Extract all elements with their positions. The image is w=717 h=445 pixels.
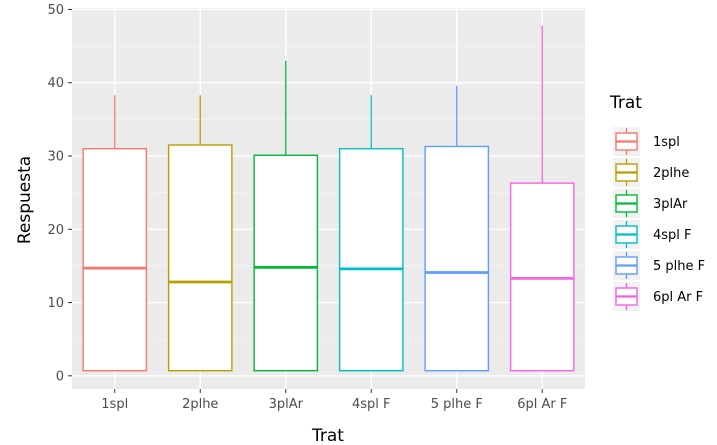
- legend-label: 2plhe: [653, 166, 689, 181]
- legend-item: 3plAr: [613, 189, 688, 218]
- y-axis: 0 10 20 30 40 50: [47, 3, 72, 384]
- legend-label: 6pl Ar F: [653, 290, 703, 305]
- box-group: [338, 95, 404, 372]
- box-body: [509, 182, 575, 372]
- y-tick-label: 30: [47, 150, 64, 165]
- x-tick-label: 6pl Ar F: [517, 397, 567, 412]
- box-body: [424, 145, 490, 372]
- legend: Trat 1spl 2plhe 3plAr 4spl F 5 plhe F 6pl Ar …: [609, 93, 705, 311]
- x-axis: 1spl 2plhe 3plAr 4spl F 5 plhe F 6pl Ar F: [101, 389, 567, 412]
- x-tick-label: 3plAr: [269, 397, 304, 412]
- box-body: [338, 147, 404, 372]
- legend-item: 6pl Ar F: [613, 282, 703, 311]
- box-group: [253, 60, 319, 372]
- box-group: [167, 95, 233, 372]
- box-body: [167, 144, 233, 372]
- legend-item: 4spl F: [613, 220, 692, 249]
- box-group: [424, 85, 490, 372]
- legend-label: 1spl: [653, 135, 680, 150]
- x-tick-label: 2plhe: [182, 397, 218, 412]
- legend-label: 3plAr: [653, 197, 688, 212]
- box-body: [253, 154, 319, 372]
- x-tick-label: 4spl F: [352, 397, 391, 412]
- y-tick-label: 10: [47, 296, 64, 311]
- y-axis-title: Respuesta: [15, 156, 35, 244]
- box-series: [82, 25, 575, 372]
- box-body: [82, 147, 148, 372]
- plot-panel: [72, 8, 585, 389]
- y-tick-label: 40: [47, 76, 64, 91]
- legend-label: 5 plhe F: [653, 259, 705, 274]
- legend-item: 2plhe: [613, 158, 689, 187]
- y-tick-label: 50: [47, 3, 64, 18]
- box-group: [82, 95, 148, 372]
- legend-item: 5 plhe F: [613, 251, 705, 280]
- legend-item: 1spl: [613, 127, 680, 156]
- x-tick-label: 5 plhe F: [431, 397, 483, 412]
- y-tick-label: 0: [56, 369, 64, 384]
- box-group: [509, 25, 575, 372]
- legend-label: 4spl F: [653, 228, 692, 243]
- x-tick-label: 1spl: [101, 397, 128, 412]
- legend-title: Trat: [609, 93, 642, 113]
- x-axis-title: Trat: [311, 426, 344, 445]
- y-tick-label: 20: [47, 223, 64, 238]
